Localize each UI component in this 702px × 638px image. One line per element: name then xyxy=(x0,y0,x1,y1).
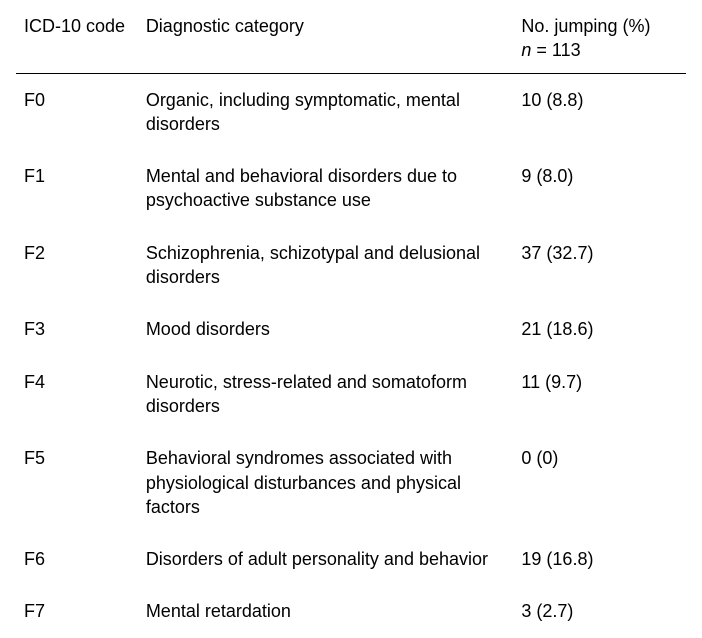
cell-category: Behavioral syndromes associated with phy… xyxy=(138,432,514,533)
cell-code: F2 xyxy=(16,227,138,304)
header-count-line1: No. jumping (%) xyxy=(521,16,650,36)
cell-code: F5 xyxy=(16,432,138,533)
table-row: F5Behavioral syndromes associated with p… xyxy=(16,432,686,533)
table-row: F0Organic, including symptomatic, mental… xyxy=(16,73,686,150)
header-category: Diagnostic category xyxy=(138,8,514,73)
cell-category: Mental retardation xyxy=(138,585,514,637)
table-row: F2Schizophrenia, schizotypal and delusio… xyxy=(16,227,686,304)
cell-code: F4 xyxy=(16,356,138,433)
cell-category: Mental and behavioral disorders due to p… xyxy=(138,150,514,227)
cell-count: 37 (32.7) xyxy=(513,227,686,304)
cell-category: Neurotic, stress-related and somatoform … xyxy=(138,356,514,433)
table-row: F1Mental and behavioral disorders due to… xyxy=(16,150,686,227)
table-row: F6Disorders of adult personality and beh… xyxy=(16,533,686,585)
table-row: F4Neurotic, stress-related and somatofor… xyxy=(16,356,686,433)
cell-count: 9 (8.0) xyxy=(513,150,686,227)
cell-category: Mood disorders xyxy=(138,303,514,355)
table-body: F0Organic, including symptomatic, mental… xyxy=(16,73,686,638)
header-count-rest: = 113 xyxy=(531,40,580,60)
cell-code: F0 xyxy=(16,73,138,150)
cell-count: 19 (16.8) xyxy=(513,533,686,585)
table-header-row: ICD-10 code Diagnostic category No. jump… xyxy=(16,8,686,73)
cell-category: Schizophrenia, schizotypal and delusiona… xyxy=(138,227,514,304)
cell-count: 3 (2.7) xyxy=(513,585,686,637)
cell-count: 11 (9.7) xyxy=(513,356,686,433)
table-row: F3Mood disorders21 (18.6) xyxy=(16,303,686,355)
header-code: ICD-10 code xyxy=(16,8,138,73)
header-count: No. jumping (%) n = 113 xyxy=(513,8,686,73)
table-row: F7Mental retardation3 (2.7) xyxy=(16,585,686,637)
header-count-n: n xyxy=(521,40,531,60)
cell-count: 10 (8.8) xyxy=(513,73,686,150)
cell-code: F1 xyxy=(16,150,138,227)
diagnostic-table: ICD-10 code Diagnostic category No. jump… xyxy=(16,8,686,638)
cell-category: Disorders of adult personality and behav… xyxy=(138,533,514,585)
cell-count: 21 (18.6) xyxy=(513,303,686,355)
cell-code: F7 xyxy=(16,585,138,637)
cell-code: F3 xyxy=(16,303,138,355)
cell-code: F6 xyxy=(16,533,138,585)
cell-count: 0 (0) xyxy=(513,432,686,533)
cell-category: Organic, including symptomatic, mental d… xyxy=(138,73,514,150)
